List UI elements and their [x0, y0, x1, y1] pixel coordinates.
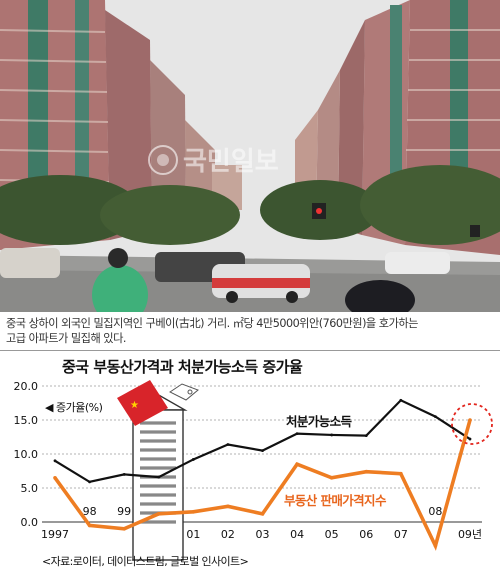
data-point	[226, 504, 230, 509]
photo-caption-line-1: 중국 상하이 외국인 밀집지역인 구베이(古北) 거리. ㎡당 4만5000위안…	[6, 317, 418, 330]
data-point	[433, 544, 438, 548]
watermark-seal-icon	[148, 145, 178, 175]
photo-watermark: 국민일보	[183, 147, 279, 177]
data-point	[156, 512, 161, 516]
data-point	[261, 449, 264, 452]
data-point	[157, 475, 161, 479]
data-point	[87, 523, 92, 528]
data-point	[330, 433, 334, 437]
data-point	[329, 476, 334, 480]
legend-income: 처분가능소득	[286, 414, 352, 429]
data-point	[399, 471, 403, 476]
y-tick-label: 0.0	[21, 516, 39, 529]
data-point	[364, 434, 368, 438]
legend-price: 부동산 판매가격지수	[284, 493, 386, 508]
y-tick-label: 15.0	[14, 414, 39, 427]
chart-gridlines	[42, 385, 482, 523]
data-point	[122, 527, 126, 531]
section-divider	[0, 350, 500, 351]
chart-title: 중국 부동산가격과 처분가능소득 증가율	[62, 358, 303, 376]
highlight-circle	[451, 403, 493, 445]
svg-text:★: ★	[130, 400, 139, 411]
photo-caption-line-2: 고급 아파트가 밀집해 있다.	[6, 332, 126, 345]
y-axis-arrow-icon: ◀	[45, 401, 56, 414]
x-tick-label: 08	[428, 505, 442, 518]
series-line-income	[54, 398, 471, 484]
street-photo: 국민일보	[0, 0, 500, 312]
y-axis-label: ◀ 증가율(%)	[45, 401, 103, 414]
x-tick-label: 09년	[458, 528, 482, 541]
x-tick-label: 07	[394, 528, 408, 541]
x-tick-label: 01	[186, 528, 200, 541]
x-tick-label: 99	[117, 505, 131, 518]
data-points	[53, 398, 472, 548]
data-point	[468, 437, 472, 441]
x-tick-label: 06	[359, 528, 373, 541]
y-tick-label: 5.0	[21, 482, 39, 495]
growth-rate-chart: 0.05.010.015.020.0 199798992000010203040…	[14, 380, 493, 561]
data-point	[295, 432, 299, 435]
chart-source: <자료:로이터, 데이터스트림, 글로벌 인사이트>	[42, 555, 249, 568]
data-point	[260, 512, 265, 516]
data-point	[226, 443, 230, 446]
x-tick-label: 05	[325, 528, 339, 541]
data-point	[191, 458, 195, 461]
data-point	[295, 462, 299, 466]
data-point	[88, 480, 91, 484]
x-tick-label: 03	[256, 528, 270, 541]
y-tick-label: 20.0	[14, 380, 39, 393]
data-point	[399, 398, 403, 402]
data-point	[434, 415, 437, 418]
data-point	[364, 469, 369, 474]
series-line-price	[53, 419, 472, 551]
data-point	[468, 418, 472, 422]
x-axis-ticks: 199798992000010203040506070809년	[41, 505, 482, 541]
x-tick-label: 04	[290, 528, 304, 541]
data-point	[191, 510, 196, 514]
data-point	[53, 459, 57, 463]
data-point	[122, 473, 126, 476]
x-tick-label: 1997	[41, 528, 69, 541]
x-tick-label: 02	[221, 528, 235, 541]
data-point	[53, 476, 57, 480]
building-flag-icon: ★	[117, 380, 199, 561]
y-tick-label: 10.0	[14, 448, 39, 461]
x-tick-label: 98	[83, 505, 97, 518]
y-axis-ticks: 0.0 5.0 10.0 15.0 20.0	[14, 380, 39, 529]
